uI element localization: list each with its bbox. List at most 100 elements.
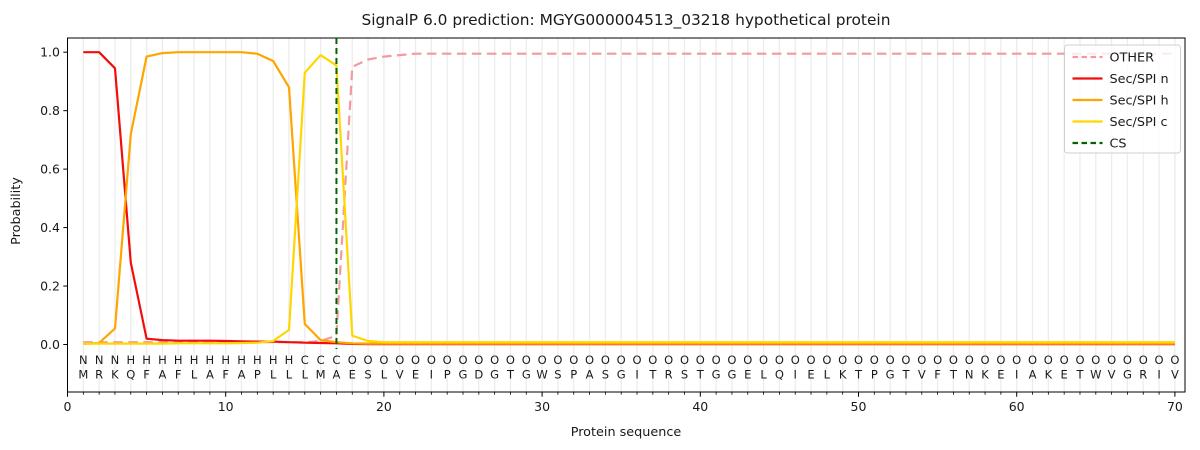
y-tick-label: 0.6 <box>40 161 60 176</box>
state-letter: O <box>696 353 705 367</box>
residue-letter: A <box>158 368 166 382</box>
residue-letter: K <box>111 368 119 382</box>
residue-letter: Q <box>775 368 784 382</box>
state-letter: H <box>269 353 278 367</box>
residue-letter: G <box>712 368 721 382</box>
residue-letter: T <box>696 368 705 382</box>
state-letter: O <box>981 353 990 367</box>
residue-letter: T <box>506 368 515 382</box>
state-letter: O <box>933 353 942 367</box>
state-letter: O <box>1060 353 1069 367</box>
residue-letter: F <box>143 368 150 382</box>
state-letter: O <box>1107 353 1116 367</box>
residue-letter: N <box>965 368 974 382</box>
residue-letter: V <box>918 368 926 382</box>
legend-box <box>1064 44 1181 154</box>
residue-letter: S <box>681 368 688 382</box>
state-letter: O <box>538 353 547 367</box>
state-letter: O <box>996 353 1005 367</box>
residue-letter: G <box>459 368 468 382</box>
residue-letter: G <box>490 368 499 382</box>
residue-letter: G <box>1123 368 1132 382</box>
state-letter: O <box>553 353 562 367</box>
residue-letter: L <box>302 368 309 382</box>
residue-letter: S <box>364 368 371 382</box>
state-letter: O <box>1123 353 1132 367</box>
residue-letter: V <box>1171 368 1179 382</box>
residue-letter: F <box>175 368 182 382</box>
residue-letter: E <box>997 368 1004 382</box>
state-letter: C <box>317 353 325 367</box>
legend-item-sec-spi-c: Sec/SPI c <box>1072 115 1168 130</box>
residue-letter: W <box>1090 368 1101 382</box>
legend-item-sec-spi-h: Sec/SPI h <box>1072 93 1169 108</box>
state-letter: H <box>253 353 262 367</box>
residue-letter: T <box>949 368 958 382</box>
residue-letter: T <box>854 368 863 382</box>
residue-letter: P <box>444 368 451 382</box>
state-letter: O <box>1044 353 1053 367</box>
state-letter: O <box>490 353 499 367</box>
state-letter: O <box>364 353 373 367</box>
residue-letter: A <box>238 368 246 382</box>
state-letter: O <box>901 353 910 367</box>
state-letter: N <box>111 353 120 367</box>
state-letter: O <box>727 353 736 367</box>
legend-item-other: OTHER <box>1072 50 1154 65</box>
residue-letter: M <box>78 368 88 382</box>
y-tick-label: 0.8 <box>40 103 60 118</box>
state-letter: O <box>458 353 467 367</box>
residue-letter: P <box>871 368 878 382</box>
residue-letter: A <box>333 368 341 382</box>
legend-item-label: Sec/SPI n <box>1110 72 1169 87</box>
state-letter: O <box>1139 353 1148 367</box>
residue-letter: W <box>536 368 547 382</box>
plot-border <box>67 37 1186 393</box>
residue-letter: G <box>886 368 895 382</box>
state-letter: O <box>680 353 689 367</box>
state-letter: O <box>807 353 816 367</box>
state-letter: O <box>1012 353 1021 367</box>
legend-item-sec-spi-n: Sec/SPI n <box>1072 72 1169 87</box>
y-tick-label: 0.0 <box>40 337 60 352</box>
y-axis-label: Probability <box>9 177 24 245</box>
x-tick-label: 30 <box>534 399 550 414</box>
residue-letter: L <box>760 368 767 382</box>
residue-letter: R <box>1139 368 1147 382</box>
state-letter: C <box>301 353 309 367</box>
state-letter: O <box>474 353 483 367</box>
residue-letter: E <box>807 368 814 382</box>
state-letter: O <box>759 353 768 367</box>
state-letter: O <box>1091 353 1100 367</box>
residue-letter: R <box>665 368 673 382</box>
legend: OTHER Sec/SPI n Sec/SPI h Sec/SPI c CS <box>1064 44 1181 154</box>
state-letter: O <box>411 353 420 367</box>
series-line-sec-spi-h <box>83 51 1175 345</box>
residue-letter: F <box>934 368 941 382</box>
state-letter: H <box>190 353 199 367</box>
state-letter: O <box>617 353 626 367</box>
state-letter: O <box>917 353 926 367</box>
state-letter: N <box>79 353 88 367</box>
state-letter: H <box>285 353 294 367</box>
series-line-sec-spi-n <box>83 51 1175 346</box>
residue-letter: L <box>191 368 198 382</box>
residue-letter: Q <box>126 368 135 382</box>
state-letter: O <box>443 353 452 367</box>
state-letter: O <box>348 353 357 367</box>
x-tick-label: 10 <box>218 399 234 414</box>
state-letter: O <box>949 353 958 367</box>
y-tick-label: 0.4 <box>40 220 60 235</box>
residue-letter: I <box>430 368 433 382</box>
state-letter: H <box>221 353 230 367</box>
state-letter: O <box>664 353 673 367</box>
state-letter: O <box>379 353 388 367</box>
residue-letter: K <box>1045 368 1053 382</box>
residue-letter: P <box>570 368 577 382</box>
residue-letter: S <box>602 368 609 382</box>
probability-curves <box>83 51 1175 346</box>
state-letter: O <box>601 353 610 367</box>
state-letter: O <box>395 353 404 367</box>
y-tick-label: 1.0 <box>40 45 60 60</box>
